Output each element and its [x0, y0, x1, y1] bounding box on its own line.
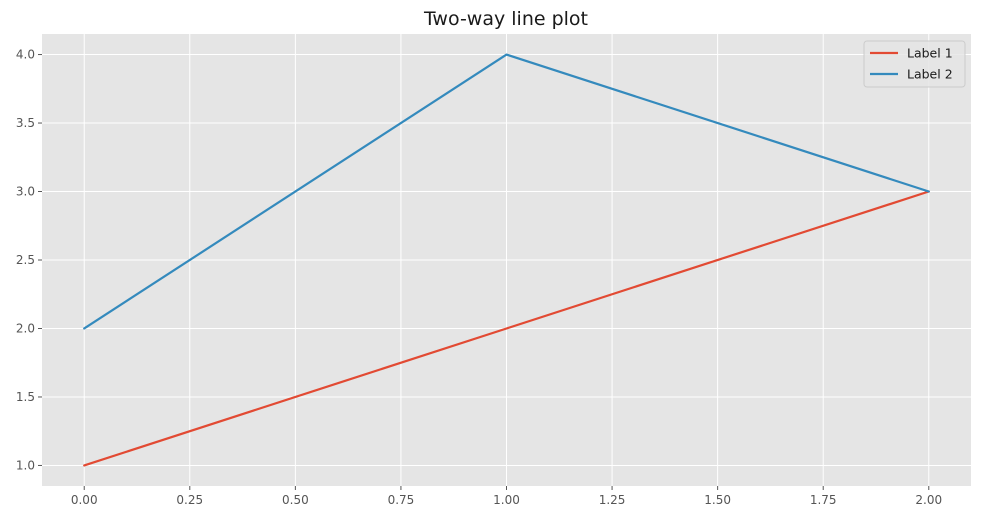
x-tick-label: 0.75	[388, 493, 415, 507]
x-tick-label: 1.25	[599, 493, 626, 507]
axis-ticks: 0.00 0.25 0.50 0.75 1.00 1.25 1.50 1.75 2.00 1.0 1…	[16, 48, 942, 507]
grid-lines	[42, 34, 971, 486]
x-tick-label: 1.50	[704, 493, 731, 507]
x-tick-label: 1.00	[493, 493, 520, 507]
x-tick-label: 2.00	[915, 493, 942, 507]
y-tick-label: 1.0	[16, 458, 35, 472]
chart-title: Two-way line plot	[423, 8, 588, 30]
legend-label-1: Label 1	[907, 46, 953, 61]
y-tick-label: 1.5	[16, 390, 35, 404]
legend-label-2: Label 2	[907, 67, 953, 82]
x-tick-label: 0.00	[71, 493, 98, 507]
series-line-2	[83, 53, 930, 330]
series-line-1	[83, 190, 930, 467]
x-tick-label: 0.50	[282, 493, 309, 507]
y-tick-label: 2.0	[16, 321, 35, 335]
y-tick-label: 3.0	[16, 185, 35, 199]
y-tick-label: 3.5	[16, 116, 35, 130]
x-tick-label: 0.25	[176, 493, 203, 507]
x-tick-label: 1.75	[810, 493, 837, 507]
y-tick-label: 4.0	[16, 48, 35, 62]
series-lines	[83, 53, 930, 467]
y-tick-label: 2.5	[16, 253, 35, 267]
legend: Label 1 Label 2	[863, 40, 966, 88]
